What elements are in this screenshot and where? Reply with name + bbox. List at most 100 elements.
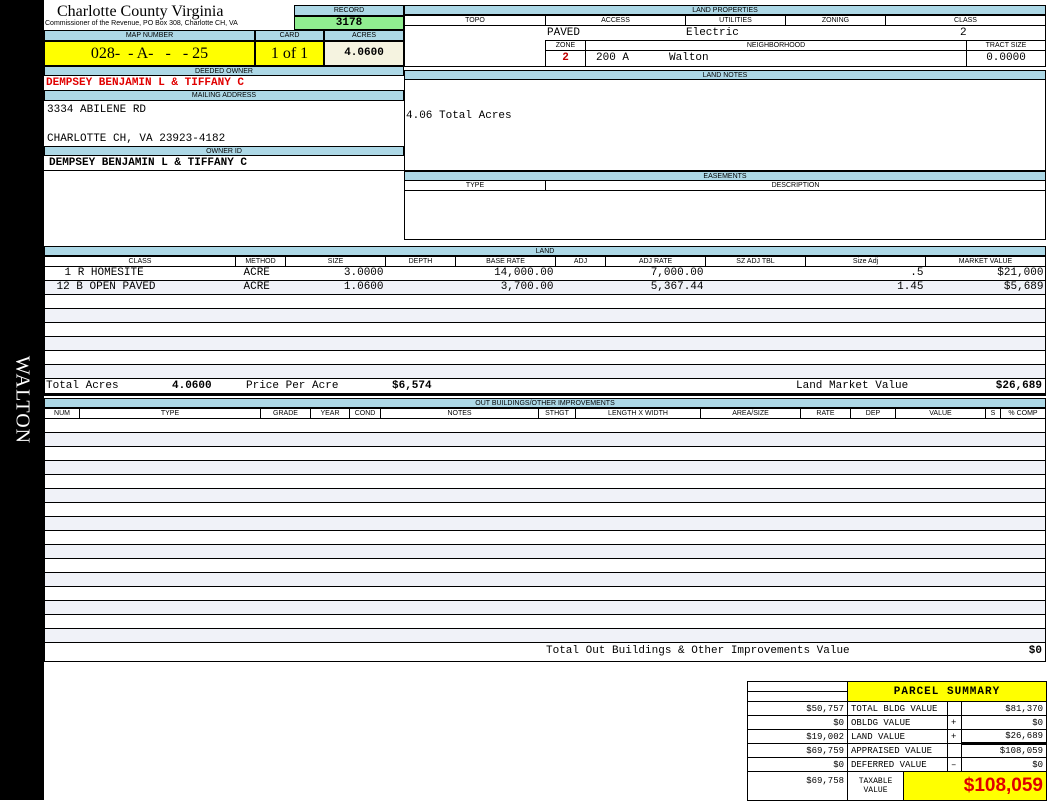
land-cell [805, 364, 926, 379]
tract-size-label: TRACT SIZE [966, 40, 1046, 51]
zone-label: ZONE [545, 40, 586, 51]
land-cell [455, 294, 556, 309]
table-row [44, 572, 1046, 587]
prior-value: $19,002 [747, 729, 848, 744]
land-cell: 1.0600 [285, 280, 386, 295]
land-cell: 12 B OPEN PAVED [44, 280, 236, 295]
land-cell [705, 308, 806, 323]
empty-cell [44, 628, 1046, 643]
land-cell [455, 336, 556, 351]
price-per-acre-label: Price Per Acre [246, 380, 339, 392]
land-col-header: DEPTH [385, 256, 456, 267]
land-cell [235, 294, 286, 309]
summary-row: $0 OBLDG VALUE + $0 [747, 715, 1047, 730]
easement-description-label: DESCRIPTION [545, 180, 1046, 191]
empty-cell [44, 460, 1046, 475]
land-notes-box [404, 80, 1046, 171]
outbuildings-total: $0 [1028, 645, 1042, 657]
land-cell [235, 336, 286, 351]
land-cell [555, 308, 606, 323]
outbuildings-total-label: Total Out Buildings & Other Improvements… [546, 645, 850, 657]
land-cell [385, 266, 456, 281]
table-row [44, 322, 1046, 337]
land-cell [705, 322, 806, 337]
summary-row: $50,757 TOTAL BLDG VALUE $81,370 [747, 701, 1047, 716]
neighborhood-code: 200 A [596, 52, 630, 64]
address-line-2: CHARLOTTE CH, VA 23923-4182 [47, 133, 226, 145]
acres-value: 4.0600 [324, 41, 404, 66]
taxable-prev: $69,758 [747, 771, 848, 801]
table-row: 12 B OPEN PAVED ACRE 1.0600 3,700.00 5,367.4… [44, 280, 1046, 295]
outbuildings-label: OUT BUILDINGS/OTHER IMPROVEMENTS [44, 398, 1046, 408]
table-row [44, 558, 1046, 573]
land-col-header: BASE RATE [455, 256, 556, 267]
land-cell [285, 336, 386, 351]
land-cell [805, 336, 926, 351]
land-cell: $5,689 [925, 280, 1046, 295]
outbuildings-col-header: COND [349, 408, 381, 419]
land-cell: ACRE [235, 266, 286, 281]
land-cell [555, 336, 606, 351]
land-cell [705, 364, 806, 379]
parcel-summary-title: PARCEL SUMMARY [847, 681, 1047, 702]
owner-id: DEMPSEY BENJAMIN L & TIFFANY C [49, 157, 248, 169]
card-label: CARD [255, 30, 324, 41]
land-col-header: ADJ RATE [605, 256, 706, 267]
price-per-acre: $6,574 [392, 380, 432, 392]
land-cell: 3.0000 [285, 266, 386, 281]
summary-operator: + [947, 729, 962, 744]
empty-cell [44, 544, 1046, 559]
land-cell [605, 350, 706, 365]
land-cell [605, 364, 706, 379]
land-notes-label: LAND NOTES [404, 70, 1046, 80]
land-cell: 14,000.00 [455, 266, 556, 281]
land-market-value-label: Land Market Value [796, 380, 909, 392]
outbuildings-col-header: AREA/SIZE [700, 408, 801, 419]
address-line-1: 3334 ABILENE RD [47, 104, 147, 116]
taxable-label: TAXABLE VALUE [847, 771, 904, 801]
outbuildings-col-header: % COMP [1000, 408, 1046, 419]
land-cell [385, 294, 456, 309]
table-row: 1 R HOMESITE ACRE 3.0000 14,000.00 7,000.00.… [44, 266, 1046, 281]
taxable-value: $108,059 [903, 771, 1047, 801]
prior-value: $50,757 [747, 701, 848, 716]
land-totals: Total Acres 4.0600 Price Per Acre $6,574… [44, 378, 1046, 396]
land-cell [455, 364, 556, 379]
page-title: Charlotte County Virginia [57, 3, 224, 20]
land-col-header: ADJ [555, 256, 606, 267]
land-cell [385, 336, 456, 351]
land-properties-header: TOPO ACCESS UTILITIES ZONING CLASS [404, 15, 1046, 26]
summary-label: LAND VALUE [847, 729, 948, 744]
utilities-value: Electric [686, 27, 739, 39]
deeded-owner: DEMPSEY BENJAMIN L & TIFFANY C [46, 77, 245, 89]
empty-cell [44, 418, 1046, 433]
land-cell [385, 280, 456, 295]
land-cell [44, 322, 236, 337]
outbuildings-col-header: DEP [850, 408, 896, 419]
land-cell: 5,367.44 [605, 280, 706, 295]
land-cell: 1 R HOMESITE [44, 266, 236, 281]
summary-value: $81,370 [961, 701, 1047, 716]
access-value: PAVED [547, 27, 581, 39]
land-cell [605, 294, 706, 309]
land-cell [805, 308, 926, 323]
class-value: 2 [960, 27, 967, 39]
land-cell: .5 [805, 266, 926, 281]
land-cell [285, 294, 386, 309]
empty-cell [44, 558, 1046, 573]
land-cell [385, 350, 456, 365]
outbuildings-table: NUM TYPE GRADE YEAR COND NOTES STHGT LENGTH X W… [44, 408, 1046, 643]
summary-label: DEFERRED VALUE [847, 757, 948, 772]
acres-label: ACRES [324, 30, 404, 41]
table-row [44, 294, 1046, 309]
land-cell [705, 336, 806, 351]
land-table: CLASS METHOD SIZE DEPTH BASE RATE ADJ ADJ RATE… [44, 256, 1046, 379]
table-row [44, 516, 1046, 531]
table-row [44, 600, 1046, 615]
land-cell [455, 322, 556, 337]
table-row [44, 432, 1046, 447]
summary-operator: – [947, 757, 962, 772]
land-cell [455, 350, 556, 365]
land-cell [235, 350, 286, 365]
empty-cell [44, 446, 1046, 461]
